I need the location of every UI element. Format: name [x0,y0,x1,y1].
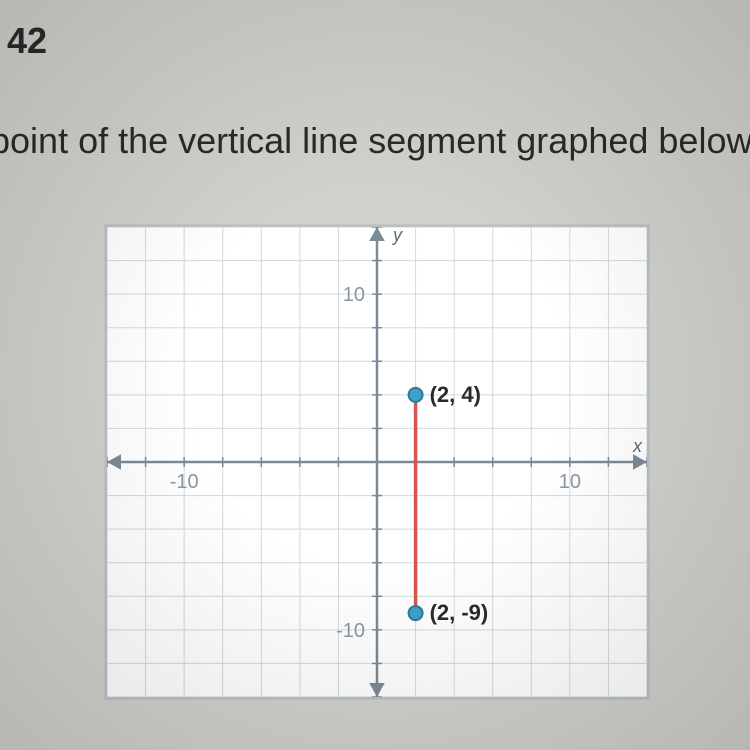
svg-text:10: 10 [559,471,581,493]
svg-text:(2, 4): (2, 4) [430,382,481,407]
question-text: point of the vertical line segment graph… [0,120,750,162]
svg-text:y: y [391,227,403,245]
page-header-fragment: f 42 [0,20,47,62]
svg-text:10: 10 [343,284,365,306]
svg-text:-10: -10 [170,471,199,493]
svg-text:-10: -10 [336,620,365,642]
svg-text:x: x [632,436,643,456]
graph-svg: y x -10 10 -10 10 (2, 4) (2, -9) [107,227,647,697]
coordinate-graph: y x -10 10 -10 10 (2, 4) (2, -9) [105,225,649,699]
svg-text:(2, -9): (2, -9) [430,600,489,625]
